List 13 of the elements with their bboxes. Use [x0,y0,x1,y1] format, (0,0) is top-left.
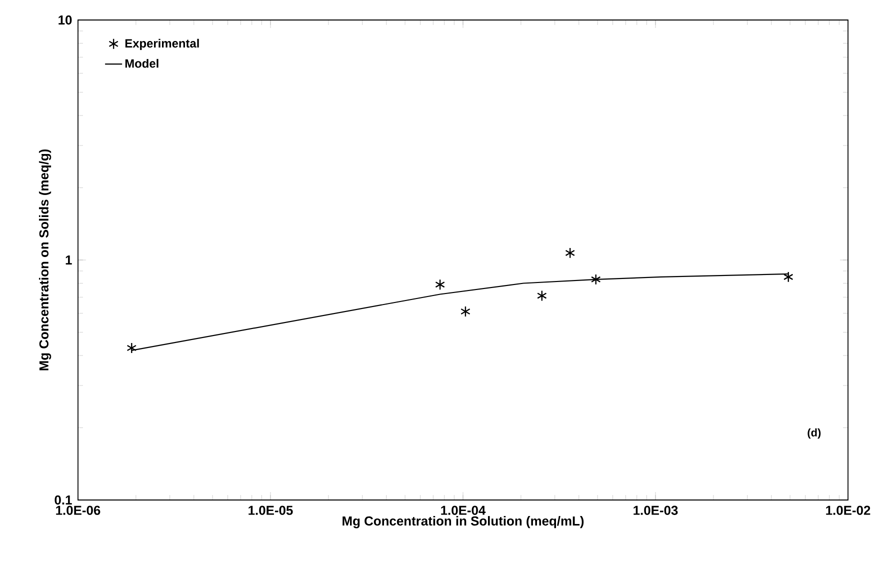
x-tick-label: 1.0E-02 [826,506,870,515]
y-tick-label: 1 [66,256,72,264]
annotation: (d) [808,428,821,439]
x-axis-title: Mg Concentration in Solution (meq/mL) [342,516,584,528]
x-tick-label: 1.0E-03 [634,506,678,515]
x-tick-label: 1.0E-05 [248,506,293,515]
y-axis-title: Mg Concentration on Solids (meq/g) [38,149,52,370]
x-tick-label: 1.0E-04 [441,506,486,515]
legend-label: Model [125,58,158,68]
x-tick-label: 1.0E-06 [56,506,100,515]
y-tick-label: 10 [58,15,72,25]
legend-label: Experimental [125,38,199,50]
y-tick-label: 0.1 [54,495,72,505]
